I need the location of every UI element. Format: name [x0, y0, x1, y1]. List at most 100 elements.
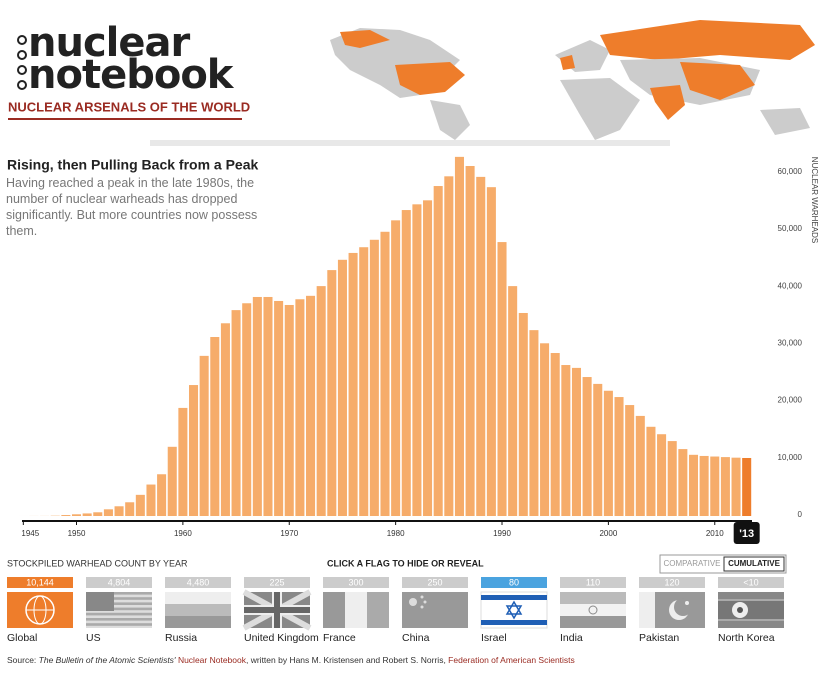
flag-shape[interactable] [718, 601, 784, 619]
flag-shape[interactable] [560, 604, 626, 616]
flag-shape[interactable] [420, 595, 424, 599]
flag-shape[interactable] [86, 612, 152, 616]
country-name[interactable]: Pakistan [639, 632, 679, 644]
country-name[interactable]: United Kingdom [244, 632, 319, 644]
flag-shape[interactable] [737, 607, 743, 613]
flag-shape[interactable] [560, 616, 626, 628]
flag-shape[interactable] [86, 592, 152, 595]
bar [327, 270, 337, 516]
country-name[interactable]: India [560, 632, 583, 644]
bar [284, 304, 294, 516]
flag-shape[interactable] [367, 592, 389, 628]
flag[interactable] [165, 592, 231, 628]
source-link[interactable]: Federation of American Scientists [448, 655, 575, 665]
country-name[interactable]: Russia [165, 632, 197, 644]
flag-shape[interactable] [560, 592, 626, 604]
count-bar[interactable] [7, 577, 73, 588]
flag-shape[interactable] [481, 595, 547, 600]
country-count[interactable]: 225 [269, 577, 284, 587]
count-bar[interactable] [323, 577, 389, 588]
toggle-option[interactable]: CUMULATIVE [728, 559, 781, 568]
flag-shape[interactable] [505, 605, 523, 620]
count-bar[interactable] [244, 577, 310, 588]
count-bar[interactable] [402, 577, 468, 588]
flag-shape[interactable] [323, 592, 345, 628]
country-count[interactable]: 300 [348, 577, 363, 587]
flag-shape[interactable] [86, 597, 152, 600]
country-count[interactable]: 80 [509, 577, 519, 587]
bar [125, 502, 135, 516]
count-bar[interactable] [165, 577, 231, 588]
flag[interactable] [402, 592, 468, 628]
bar [167, 446, 177, 516]
flag-shape[interactable] [409, 598, 417, 606]
bar [678, 449, 688, 516]
country-name[interactable]: Global [7, 632, 37, 644]
country-name[interactable]: North Korea [718, 632, 775, 644]
count-bar[interactable] [481, 577, 547, 588]
flag[interactable] [718, 592, 784, 628]
bar [529, 330, 539, 516]
bar [423, 200, 433, 516]
flag[interactable] [86, 592, 152, 628]
country-count[interactable]: 4,480 [187, 577, 210, 587]
toggle-option[interactable] [723, 556, 785, 572]
flag-shape[interactable] [505, 600, 523, 615]
flag[interactable] [323, 592, 389, 628]
bar [114, 506, 124, 516]
source-link[interactable]: Nuclear Notebook [177, 655, 246, 665]
flag-shape[interactable] [86, 623, 152, 626]
country-name[interactable]: Israel [481, 632, 507, 644]
count-bar[interactable] [639, 577, 705, 588]
flag-shape[interactable] [481, 620, 547, 625]
country-name[interactable]: China [402, 632, 430, 644]
bar [412, 204, 422, 516]
x-tick-label: 1980 [387, 529, 405, 538]
country-name[interactable]: France [323, 632, 356, 644]
flag[interactable] [7, 592, 73, 628]
flag[interactable] [480, 591, 548, 629]
country-count[interactable]: 110 [586, 577, 600, 587]
country-count[interactable]: 10,144 [26, 577, 54, 587]
subtitle-box: Having reached a peak in the late 1980s,… [6, 176, 257, 238]
country-count[interactable]: <10 [743, 577, 758, 587]
flag-shape[interactable] [685, 601, 689, 605]
count-bar[interactable] [86, 577, 152, 588]
current-year-label[interactable]: '13 [739, 528, 754, 540]
country-name[interactable]: US [86, 632, 101, 644]
count-bar[interactable] [560, 577, 626, 588]
bar [688, 454, 699, 516]
flag-shape[interactable] [423, 600, 427, 604]
bar [242, 303, 252, 516]
flag-shape[interactable] [165, 592, 231, 604]
x-tick-label: 1990 [493, 529, 511, 538]
flag-shape[interactable] [86, 592, 114, 611]
flag-shape[interactable] [86, 618, 152, 621]
flag-shape[interactable] [244, 607, 310, 613]
country-count[interactable]: 250 [427, 577, 442, 587]
bar [593, 383, 603, 516]
flag-shape[interactable] [345, 592, 367, 628]
flag-shape[interactable] [588, 605, 598, 615]
flag-shape[interactable] [165, 616, 231, 628]
flag-shape[interactable] [165, 604, 231, 616]
count-bar[interactable] [718, 577, 784, 588]
bar [220, 323, 230, 516]
flag-shape[interactable] [420, 605, 424, 609]
flag-shape[interactable] [86, 607, 152, 611]
flag-shape[interactable] [402, 592, 468, 628]
country-count[interactable]: 4,804 [108, 577, 131, 587]
flag[interactable] [560, 592, 626, 628]
flag-shape[interactable] [639, 592, 655, 628]
bar [295, 299, 305, 516]
current-year-marker[interactable] [733, 522, 760, 544]
country-count[interactable]: 120 [664, 577, 679, 587]
flag[interactable] [242, 589, 312, 631]
flag-shape[interactable] [674, 598, 692, 616]
bar [540, 343, 550, 516]
flag[interactable] [639, 592, 705, 628]
bar [614, 397, 624, 516]
flag-shape[interactable] [86, 602, 152, 605]
toggle-option[interactable]: COMPARATIVE [663, 559, 720, 568]
